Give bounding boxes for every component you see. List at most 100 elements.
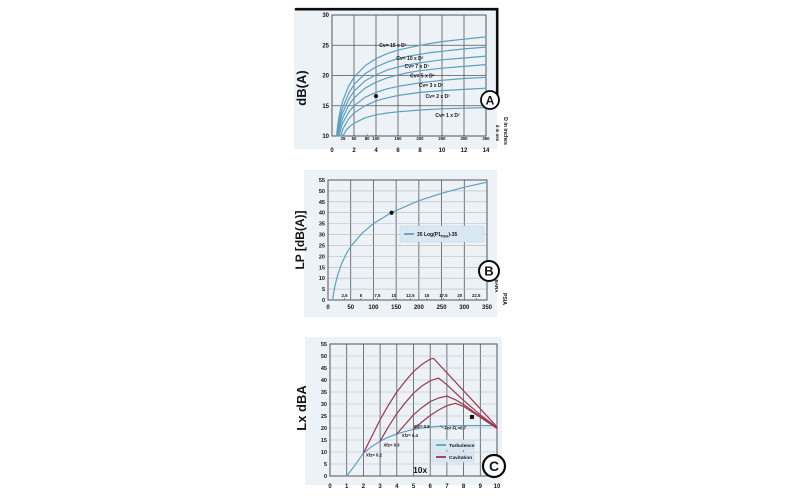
badge-letter: C (489, 458, 499, 474)
y-tick: 5 (324, 462, 327, 468)
chart-panel-background (304, 170, 497, 317)
chart-c-turbulence-cavitation: 0 5 10 15 20 25 30 35 40 45 50 55 0 1 2 3 4 5 6 7 8 9 10 Xfz= 0… (292, 335, 514, 495)
inner-tick: 200 (416, 136, 424, 141)
data-marker (389, 210, 394, 215)
plot-border (327, 179, 488, 301)
legend-label: Cavitation (449, 455, 472, 461)
plot-border (331, 14, 487, 137)
curve-label: Cv= 2 x D² (426, 94, 451, 100)
y-tick: 30 (322, 13, 329, 19)
y-tick: 20 (319, 254, 325, 260)
y-tick: 30 (319, 233, 325, 239)
y-axis-title: Lx dBA (294, 385, 309, 431)
badge-c: C (481, 453, 507, 479)
x-tick: 8 (418, 148, 422, 154)
legend: Turbulence Cavitation (431, 439, 475, 463)
legend-label: 35 Log(P1PSIA)-35 (417, 232, 457, 238)
inner-tick: 250 (438, 136, 446, 141)
inner-tick: 50 (352, 136, 357, 141)
inner-tick: 17.5 (439, 293, 448, 298)
y-tick: 45 (321, 366, 327, 372)
inner-tick: 350 (482, 136, 490, 141)
inner-tick: 5 (360, 293, 363, 298)
y-tick: 50 (319, 189, 325, 195)
inner-tick: 12.5 (406, 293, 415, 298)
x-tick: 100 (368, 305, 379, 311)
y-tick: 25 (321, 414, 327, 420)
x-tick: 3 (378, 484, 382, 490)
right-axis-unit-label: BARA (494, 280, 499, 294)
badge-letter: B (484, 264, 493, 279)
annotation: 10x (413, 465, 427, 475)
annotation-arrow (439, 425, 444, 429)
legend-label: Turbulence (449, 443, 475, 449)
legend-box (431, 439, 475, 451)
x-tick: 10 (439, 148, 446, 154)
x-tick: 300 (459, 305, 470, 311)
y-axis-title: LP [dB(A)] (293, 210, 307, 269)
curve (340, 87, 487, 137)
curve-label: Cv= 5 x D² (410, 73, 435, 79)
y-tick: 5 (322, 287, 325, 293)
y-tick: 25 (319, 243, 325, 249)
curve (342, 106, 487, 137)
curve-label: Cv= 10 x D² (396, 56, 423, 62)
legend-box (399, 225, 485, 243)
y-tick: 45 (319, 200, 325, 206)
curve (337, 63, 487, 137)
x-tick: 0 (328, 484, 332, 490)
y-tick: 0 (322, 298, 325, 304)
inner-tick: 150 (394, 136, 402, 141)
chart-b-lp-vs-pressure: 0 5 10 15 20 25 30 35 40 45 50 55 0 50 100 150 200 250 300… (292, 166, 514, 318)
y-tick: 15 (319, 265, 325, 271)
curve-label: Xfz= 0.4 (402, 433, 419, 438)
chart-a-noise-vs-diameter: 10 15 20 25 30 0 2 4 6 8 10 12 14 25 50 80 100 150 200 250 3… (290, 6, 512, 160)
chart-b-figure: 0 5 10 15 20 25 30 35 40 45 50 55 0 50 100 150 200 250 300… (293, 170, 507, 317)
y-tick: 50 (321, 354, 327, 360)
curve (336, 46, 487, 137)
x-tick: 350 (482, 305, 493, 311)
x-tick: 250 (437, 305, 448, 311)
y-tick: 25 (322, 43, 329, 49)
curve (338, 76, 487, 137)
inner-tick: 2.5 (341, 293, 348, 298)
y-tick: 20 (321, 426, 327, 432)
inner-tick: 25 (341, 136, 346, 141)
x-tick: 8 (462, 484, 466, 490)
y-tick: 35 (319, 222, 325, 228)
curve-label: Xfz= 0.3 (383, 442, 400, 447)
y-tick: 40 (319, 211, 325, 217)
x-tick: 4 (395, 484, 399, 490)
y-tick: 0 (324, 474, 327, 480)
inner-tick: 20 (457, 293, 462, 298)
curve-label: Cv= 1 x D² (435, 113, 460, 119)
right-axis-unit-label: d in mm (495, 125, 500, 142)
inner-tick: 7.5 (374, 293, 381, 298)
curve (331, 181, 488, 301)
data-curves: Cv= 15 x D² Cv= 10 x D² Cv= 7 x D² Cv= 5 x … (335, 36, 487, 137)
data-curves (331, 181, 488, 301)
inner-tick: 15 (424, 293, 429, 298)
inner-tick: 100 (372, 136, 380, 141)
inner-tick: 300 (460, 136, 468, 141)
curve-label: Cv= 15 x D² (379, 43, 406, 49)
x-tick: 9 (479, 484, 483, 490)
x-tick: 5 (412, 484, 416, 490)
x-tick: 0 (326, 305, 330, 311)
legend-box (431, 451, 475, 463)
curve (335, 36, 487, 137)
y-tick: 35 (321, 390, 327, 396)
right-axis-unit-label: PSIA (501, 293, 507, 305)
curve (336, 55, 487, 137)
curve (362, 357, 498, 454)
x-tick: 150 (391, 305, 402, 311)
right-axis-unit-label: D in inches (502, 117, 508, 145)
legend: 35 Log(P1PSIA)-35 (399, 225, 485, 243)
x-tick: 1 (345, 484, 349, 490)
y-tick: 55 (321, 342, 327, 348)
x-tick: 0 (330, 148, 334, 154)
x-tick: 2 (362, 484, 366, 490)
